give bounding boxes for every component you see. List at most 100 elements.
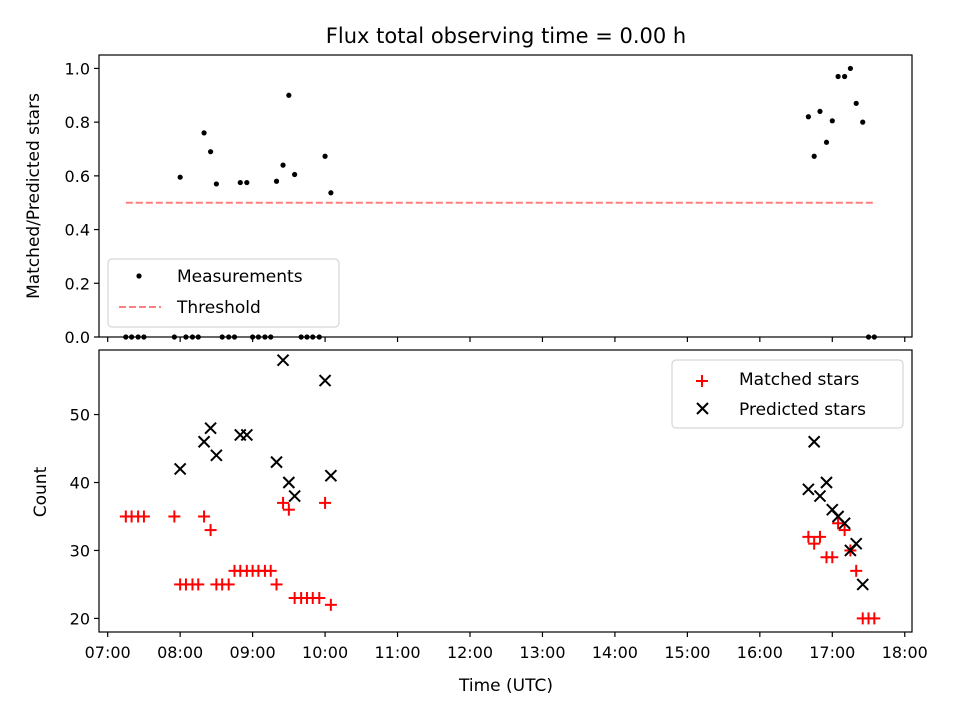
x-tick-label: 12:00 (447, 643, 493, 662)
count-legend-box (671, 359, 904, 429)
count-y-axis-label: Count (31, 466, 51, 517)
predicted-star-point (270, 455, 283, 469)
measurement-point (811, 153, 817, 159)
ratio-y-tick-label: 0.0 (65, 328, 90, 347)
count-y-tick-label: 30 (70, 541, 90, 560)
measurement-point (273, 178, 280, 184)
x-tick-label: 08:00 (157, 643, 203, 662)
matched-star-point (802, 530, 815, 543)
measurement-point (201, 130, 207, 136)
predicted-star-point (802, 483, 815, 496)
matched-star-point (270, 578, 283, 591)
predicted-star-point (173, 462, 187, 476)
measurement-point (805, 114, 811, 120)
matched-star-point (198, 510, 211, 523)
legend-predicted-label: Predicted stars (739, 400, 866, 420)
predicted-star-point (276, 353, 290, 367)
predicted-star-point (210, 449, 223, 462)
count-legend: Matched stars Predicted stars (671, 359, 904, 429)
x-tick-label: 14:00 (592, 643, 638, 662)
matched-star-point (282, 503, 295, 516)
predicted-star-point (813, 489, 827, 503)
matched-star-point (222, 578, 235, 591)
matched-star-point (168, 510, 181, 523)
ratio-y-axis-label: Matched/Predicted stars (24, 93, 44, 299)
count-y-tick-label: 40 (70, 474, 90, 493)
measurement-point (177, 174, 183, 180)
measurement-point (847, 65, 854, 72)
matched-star-point (868, 612, 881, 625)
x-tick-label: 17:00 (809, 643, 855, 662)
count-marks (119, 353, 881, 625)
measurement-point (860, 119, 866, 125)
measurement-point (842, 73, 848, 80)
measurement-point (817, 108, 823, 114)
matched-star-point (832, 517, 845, 530)
measurement-point (829, 118, 835, 124)
matched-star-point (813, 530, 826, 543)
ratio-y-tick-label: 0.6 (65, 167, 90, 186)
legend-matched-label: Matched stars (739, 370, 859, 390)
legend-measurements-marker (136, 273, 142, 279)
matched-star-point (192, 578, 205, 591)
ratio-legend: Measurements Threshold (107, 258, 340, 328)
matched-star-point (313, 592, 326, 605)
matched-star-point (264, 564, 277, 577)
measurement-point (237, 179, 243, 186)
measurement-point (213, 181, 219, 187)
measurement-point (244, 179, 250, 186)
ratio-y-tick-label: 0.8 (65, 113, 90, 132)
count-plot-frame (98, 349, 913, 633)
count-y-tick-label: 50 (70, 406, 90, 425)
measurement-point (853, 100, 859, 106)
x-tick-label: 07:00 (85, 643, 131, 662)
matched-star-point (324, 598, 337, 611)
legend-matched-marker (696, 375, 708, 387)
predicted-star-point (849, 537, 863, 550)
ratio-marks (123, 65, 877, 340)
ratio-panel: 0.0 0.2 0.4 0.6 0.8 1.0 Matched/Predicted sta… (24, 54, 913, 347)
x-tick-label: 18:00 (882, 643, 928, 662)
predicted-star-point (240, 428, 254, 442)
ratio-y-tick-label: 0.4 (65, 221, 90, 240)
x-tick-label: 13:00 (519, 643, 565, 662)
predicted-star-point (807, 435, 821, 448)
chart-title: Flux total observing time = 0.00 h (326, 24, 686, 48)
predicted-star-point (204, 421, 217, 435)
matched-star-point (826, 551, 839, 564)
x-tick-label: 16:00 (737, 643, 783, 662)
matched-star-point (204, 524, 217, 537)
predicted-star-point (197, 435, 211, 448)
legend-threshold-label: Threshold (176, 298, 261, 318)
count-y-tick-label: 20 (70, 609, 90, 628)
matched-star-point (319, 496, 332, 509)
measurement-point (322, 153, 328, 159)
ratio-y-tick-label: 0.2 (65, 274, 90, 293)
predicted-star-point (282, 476, 296, 489)
predicted-star-point (838, 517, 851, 530)
measurement-point (835, 73, 841, 80)
x-axis-label: Time (UTC) (458, 676, 553, 696)
measurement-point (823, 139, 830, 145)
x-tick-label: 09:00 (230, 643, 276, 662)
predicted-star-point (318, 374, 332, 387)
x-tick-label: 10:00 (302, 643, 348, 662)
predicted-star-point (288, 489, 301, 503)
ratio-y-tick-label: 1.0 (65, 59, 90, 78)
matched-star-point (838, 524, 851, 537)
ratio-legend-box (107, 258, 340, 328)
predicted-star-point (820, 476, 833, 489)
ratio-plot-frame (98, 54, 913, 338)
predicted-star-point (324, 469, 338, 482)
count-panel: 20 30 40 50 07:00 08:00 09:00 10:00 11:00 12:00 13… (31, 349, 928, 696)
matched-star-point (277, 496, 290, 509)
legend-predicted-marker (696, 402, 709, 415)
matched-star-point (808, 537, 821, 550)
x-tick-label: 15:00 (664, 643, 710, 662)
matched-star-point (137, 510, 150, 523)
measurement-point (280, 162, 286, 168)
predicted-star-point (856, 578, 869, 591)
measurement-point (286, 92, 292, 98)
measurement-point (328, 190, 334, 196)
